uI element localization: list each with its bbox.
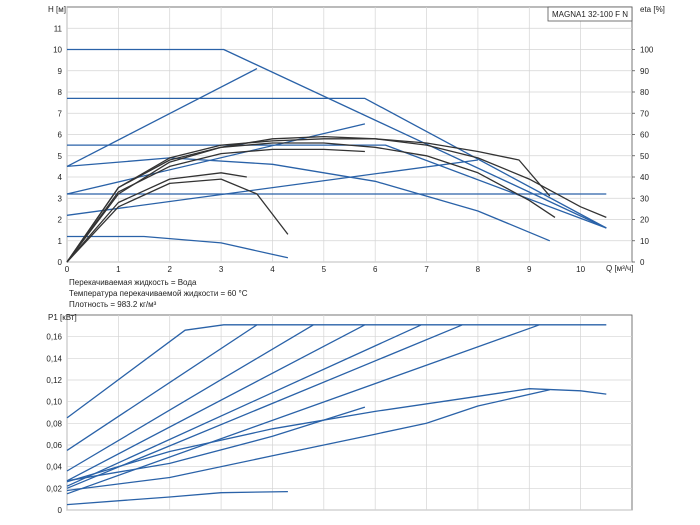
top-y2-label: eta [%] — [640, 5, 665, 14]
top-y-tick-label: 2 — [58, 216, 63, 225]
top-series-group — [66, 48, 607, 263]
top-x-tick-label: 3 — [219, 265, 224, 274]
bottom-series-line-10 — [66, 490, 288, 506]
top-series-line-8 — [67, 235, 289, 259]
bottom-series-line-7 — [66, 389, 550, 492]
top-series-line-10 — [66, 138, 551, 263]
top-y-tick-label: 8 — [58, 88, 63, 97]
bottom-series-line-1 — [66, 324, 258, 451]
top-y2-tick-label: 70 — [640, 109, 649, 118]
title-box — [547, 6, 633, 22]
top-series-line-4 — [66, 123, 366, 195]
top-series-line-3 — [66, 68, 258, 167]
top-x-tick-label: 10 — [576, 265, 585, 274]
top-y-tick-label: 3 — [58, 194, 63, 203]
bottom-series-line-2 — [66, 324, 314, 472]
top-y-label: H [м] — [48, 5, 66, 14]
bottom-y-tick-label: 0,04 — [46, 463, 62, 472]
top-series-line-5 — [66, 159, 478, 216]
top-y-tick-label: 10 — [53, 46, 62, 55]
bottom-grid — [66, 315, 632, 511]
top-series-line-12 — [66, 148, 365, 263]
top-y2-tick-label: 80 — [640, 88, 649, 97]
top-y2-tick-label: 60 — [640, 131, 649, 140]
top-series-line-13 — [66, 172, 247, 263]
top-y-tick-label: 9 — [58, 67, 63, 76]
top-x-label: Q [м³/ч] — [606, 264, 633, 273]
top-y2-tick-label: 0 — [640, 258, 645, 267]
bottom-y-tick-label: 0,14 — [46, 354, 62, 363]
top-y2-tick-label: 90 — [640, 67, 649, 76]
bottom-tick-labels: 0 0,02 0,04 0,06 0,08 0,10 0,12 0,14 0,16 — [46, 333, 62, 515]
top-y-tick-label: 0 — [58, 258, 63, 267]
bottom-series-line-0 — [66, 324, 607, 419]
top-series-line-0 — [67, 48, 607, 229]
top-x-tick-label: 0 — [65, 265, 70, 274]
top-x-tick-label: 8 — [476, 265, 481, 274]
top-series-line-11 — [66, 142, 556, 263]
top-x-tick-label: 5 — [322, 265, 327, 274]
top-y2-tick-label: 10 — [640, 237, 649, 246]
top-x-tick-label: 2 — [168, 265, 173, 274]
top-y2-tick-label: 50 — [640, 152, 649, 161]
bottom-y-tick-label: 0,06 — [46, 441, 62, 450]
top-x-tick-label: 6 — [373, 265, 378, 274]
top-y-tick-label: 1 — [58, 237, 63, 246]
top-series-line-1 — [67, 97, 607, 229]
top-x-tick-label: 9 — [527, 265, 532, 274]
top-y-tick-label: 4 — [58, 173, 63, 182]
top-y2-tick-label: 30 — [640, 194, 649, 203]
bottom-series-line-9 — [66, 388, 607, 483]
top-y2-tick-label: 40 — [640, 173, 649, 182]
chart-title: MAGNA1 32-100 F N — [552, 10, 628, 19]
top-series-line-2 — [67, 144, 607, 229]
bottom-series-line-4 — [66, 324, 422, 487]
top-series-line-14 — [66, 178, 289, 263]
top-x-tick-label: 4 — [270, 265, 275, 274]
bottom-y-tick-label: 0,02 — [46, 484, 62, 493]
bottom-y-label: P1 [кВт] — [48, 313, 77, 322]
bottom-chart: 0 0,02 0,04 0,06 0,08 0,10 0,12 0,14 0,16 P1 [кВ… — [46, 313, 633, 515]
top-series-line-7 — [66, 157, 551, 242]
bottom-series-line-5 — [66, 324, 463, 489]
top-tick-labels: 0 1 2 3 4 5 6 7 8 9 100123456789101101020304050607… — [53, 24, 654, 274]
bottom-y-tick-label: 0,10 — [46, 398, 62, 407]
annotation-liquid: Перекачиваемая жидкость = Вода — [69, 278, 197, 287]
top-x-tick-label: 1 — [116, 265, 121, 274]
bottom-series-line-3 — [66, 324, 366, 482]
bottom-series-group — [66, 324, 607, 506]
top-grid — [66, 7, 632, 263]
bottom-y-tick-label: 0,08 — [46, 419, 62, 428]
top-y-tick-label: 6 — [58, 131, 63, 140]
top-y-tick-label: 7 — [58, 109, 63, 118]
top-y-tick-label: 5 — [58, 152, 63, 161]
bottom-series-line-8 — [66, 406, 366, 482]
top-x-tick-label: 7 — [424, 265, 429, 274]
annotation-density: Плотность = 983.2 кг/м³ — [69, 300, 157, 309]
top-y2-tick-label: 20 — [640, 216, 649, 225]
bottom-series-line-6 — [66, 324, 540, 495]
top-chart: 0 1 2 3 4 5 6 7 8 9 100123456789101101020304050607… — [48, 5, 665, 309]
bottom-y-tick-label: 0,16 — [46, 333, 62, 342]
bottom-y-tick-label: 0 — [58, 506, 63, 515]
top-y2-tick-label: 100 — [640, 46, 654, 55]
annotation-temperature: Температура перекачиваемой жидкости = 60… — [69, 289, 248, 298]
top-y-tick-label: 11 — [54, 24, 63, 33]
bottom-y-tick-label: 0,12 — [46, 376, 62, 385]
top-series-line-9 — [66, 135, 607, 263]
